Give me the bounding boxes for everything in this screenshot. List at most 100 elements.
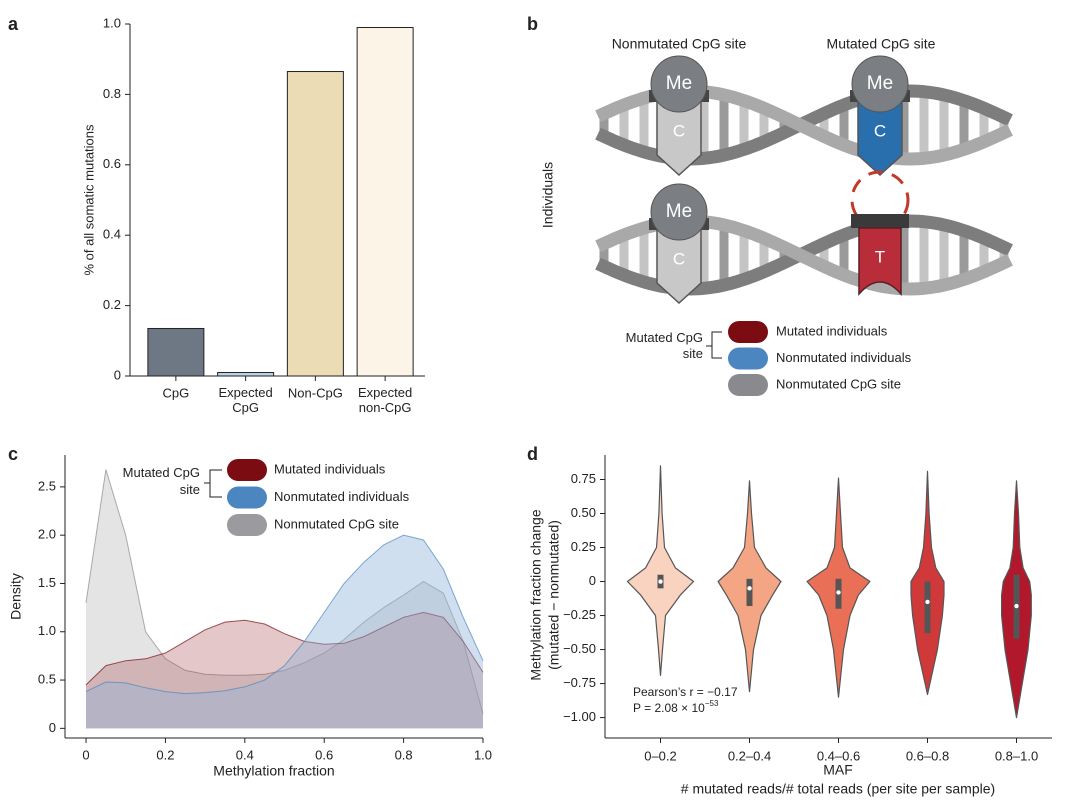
x-tick-label: Expected non-CpG bbox=[358, 385, 412, 415]
density-line bbox=[85, 469, 484, 715]
x-axis-label: Methylation fraction bbox=[213, 763, 334, 779]
legend-label: Nonmutated CpG site bbox=[776, 376, 901, 391]
legend-label: Nonmutated individuals bbox=[274, 489, 410, 504]
density-area bbox=[86, 535, 483, 729]
base bbox=[858, 227, 902, 296]
legend-swatch bbox=[227, 486, 267, 509]
lost-methyl bbox=[850, 170, 910, 230]
x-tick-label: 0–0.2 bbox=[644, 748, 677, 763]
y-tick-label: −0.50 bbox=[563, 641, 596, 656]
panel-label: b bbox=[527, 14, 538, 34]
bar bbox=[217, 371, 275, 377]
x-tick-label: Expected CpG bbox=[219, 385, 273, 415]
bar bbox=[147, 327, 205, 377]
p-value: P = 2.08 × 10−53 bbox=[633, 699, 719, 715]
annotation: Pearson’s r = −0.17 bbox=[633, 685, 738, 699]
legend-group-label: Mutated CpG site bbox=[123, 465, 200, 497]
y-axis-label: % of all somatic mutations bbox=[81, 124, 96, 276]
legend-swatch bbox=[728, 321, 768, 343]
base-label: C bbox=[874, 121, 886, 140]
methyl bbox=[650, 183, 708, 241]
legend-label: Mutated individuals bbox=[274, 461, 386, 476]
base-label: C bbox=[673, 249, 685, 268]
legend-group-label: Mutated CpG site bbox=[626, 330, 703, 361]
x-tick-label: Non-CpG bbox=[288, 385, 343, 400]
y-tick-label: 1.5 bbox=[38, 575, 56, 590]
y-tick-label: 2.0 bbox=[38, 527, 56, 542]
legend-label: Nonmutated CpG site bbox=[274, 516, 399, 531]
legend-label: Nonmutated individuals bbox=[776, 350, 912, 365]
y-tick-label: 0.8 bbox=[103, 86, 121, 101]
row-label: Individuals bbox=[540, 162, 556, 228]
column-header: Mutated CpG site bbox=[827, 36, 936, 52]
x-tick-label: CpG bbox=[163, 385, 190, 400]
x-tick-label: 1.0 bbox=[474, 747, 492, 762]
x-tick-label: 0.6–0.8 bbox=[906, 748, 949, 763]
x-tick-label: 0.2–0.4 bbox=[728, 748, 771, 763]
median bbox=[925, 599, 930, 605]
legend-swatch bbox=[227, 459, 267, 481]
y-tick-label: 0.2 bbox=[103, 297, 121, 312]
x-axis-label-2: # mutated reads/# total reads (per site … bbox=[681, 781, 995, 797]
panel-label: d bbox=[527, 444, 538, 464]
legend-swatch bbox=[728, 347, 768, 370]
y-tick-label: 0.25 bbox=[571, 539, 596, 554]
y-tick-label: 0 bbox=[49, 720, 56, 735]
x-tick-label: 0.8 bbox=[395, 747, 413, 762]
x-tick-label: 0.8–1.0 bbox=[995, 748, 1038, 763]
p-value-exponent: −53 bbox=[705, 699, 719, 708]
y-tick-label: 1.0 bbox=[38, 623, 56, 638]
y-axis-label: (mutated − nonmutated) bbox=[546, 520, 562, 670]
y-axis-label: Density bbox=[8, 573, 24, 620]
p-value-text: P = 2.08 × 10 bbox=[633, 701, 705, 715]
y-tick-label: 1.0 bbox=[103, 15, 121, 30]
density-area bbox=[86, 469, 483, 729]
iqr-box bbox=[746, 578, 753, 607]
y-tick-label: 0.6 bbox=[103, 156, 121, 171]
bar bbox=[356, 27, 414, 377]
density-area bbox=[86, 612, 483, 729]
x-axis-label: MAF bbox=[823, 762, 853, 778]
x-tick-label: 0.2 bbox=[156, 747, 174, 762]
y-tick-label: 0.50 bbox=[571, 505, 596, 520]
base-label: C bbox=[673, 121, 685, 140]
panel-label: c bbox=[8, 444, 18, 464]
bar bbox=[286, 71, 344, 377]
y-tick-label: 0.75 bbox=[571, 471, 596, 486]
y-tick-label: 2.5 bbox=[38, 478, 56, 493]
legend-bracket bbox=[706, 331, 722, 359]
y-tick-label: −0.75 bbox=[563, 675, 596, 690]
x-tick-label: 0.4–0.6 bbox=[817, 748, 860, 763]
legend-swatch bbox=[728, 374, 768, 396]
density-line bbox=[85, 611, 484, 686]
methyl-label: Me bbox=[666, 201, 692, 222]
median bbox=[836, 590, 841, 595]
median bbox=[658, 579, 663, 584]
x-tick-label: 0.4 bbox=[236, 747, 254, 762]
mutation-bar bbox=[851, 214, 909, 228]
base-label: T bbox=[875, 247, 885, 266]
y-tick-label: 0 bbox=[114, 367, 121, 382]
x-tick-label: 0 bbox=[82, 747, 89, 762]
y-tick-label: −1.00 bbox=[563, 709, 596, 724]
median bbox=[747, 586, 752, 591]
y-tick-label: 0 bbox=[589, 573, 596, 588]
legend-label: Mutated individuals bbox=[776, 323, 888, 338]
legend-swatch bbox=[227, 514, 267, 536]
iqr-box bbox=[924, 581, 931, 634]
panel-label: a bbox=[8, 14, 19, 34]
methyl bbox=[851, 55, 909, 113]
density-line bbox=[85, 534, 484, 695]
legend-bracket bbox=[204, 469, 222, 498]
x-tick-label: 0.6 bbox=[315, 747, 333, 762]
y-tick-label: −0.25 bbox=[563, 607, 596, 622]
y-tick-label: 0.5 bbox=[38, 671, 56, 686]
methyl bbox=[650, 55, 708, 113]
methyl-label: Me bbox=[666, 73, 692, 94]
y-axis-label: Methylation fraction change bbox=[528, 509, 544, 680]
violin bbox=[626, 465, 695, 676]
median bbox=[1014, 603, 1019, 609]
methyl-label: Me bbox=[867, 73, 893, 94]
column-header: Nonmutated CpG site bbox=[612, 36, 747, 52]
